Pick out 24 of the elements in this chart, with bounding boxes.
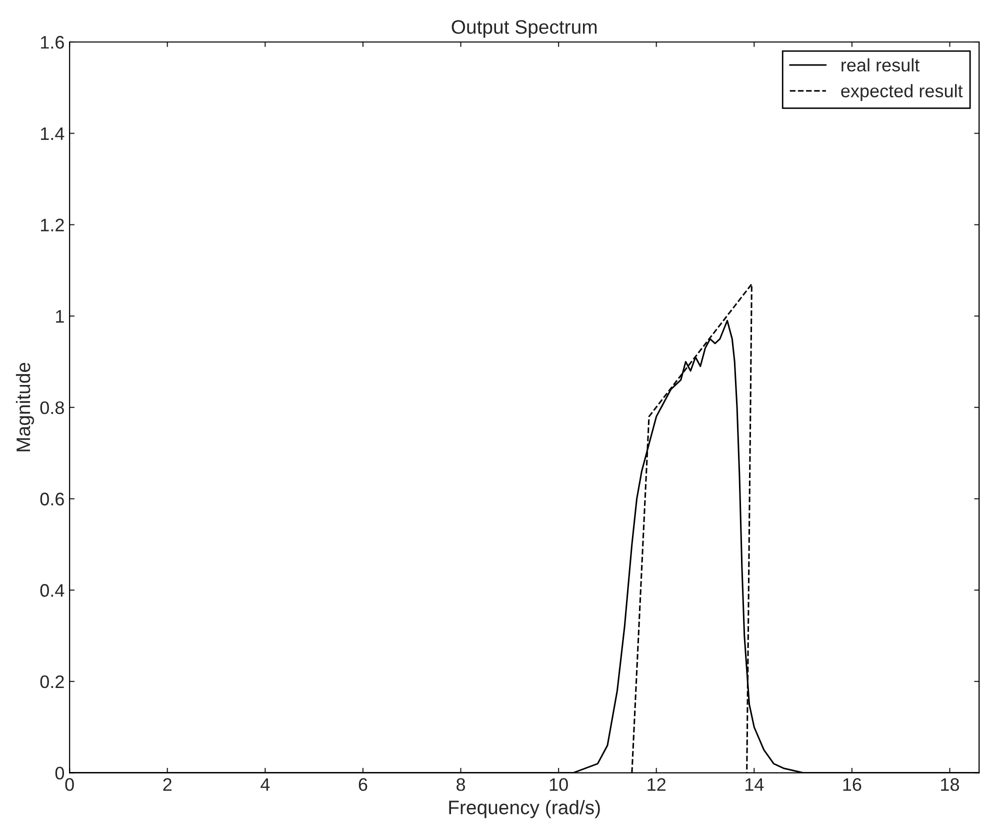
y-tick-label: 0 xyxy=(55,766,64,780)
x-tick-label: 2 xyxy=(163,778,172,791)
x-axis-title: Frequency (rad/s) xyxy=(449,800,600,818)
y-tick-label: 1 xyxy=(56,310,64,323)
y-tick-label: 0.4 xyxy=(40,584,64,597)
y-tick-label: 1.2 xyxy=(41,218,64,232)
x-tick-label: 14 xyxy=(745,778,764,791)
x-tick-label: 0 xyxy=(65,778,74,791)
x-tick-label: 12 xyxy=(648,778,666,791)
y-tick-label: 0.8 xyxy=(40,401,64,414)
x-tick-label: 4 xyxy=(260,778,270,791)
x-tick-label: 16 xyxy=(843,778,862,791)
y-tick-label: 0.6 xyxy=(40,492,64,506)
x-tick-label: 8 xyxy=(456,778,466,791)
chart-title: Output Spectrum xyxy=(452,20,597,38)
y-tick-label: 0.2 xyxy=(40,675,64,688)
x-tick-label: 18 xyxy=(941,778,960,791)
legend-label: real result xyxy=(842,58,920,72)
y-tick-label: 1.4 xyxy=(41,127,64,140)
y-tick-label: 1.6 xyxy=(41,36,64,49)
y-axis-title: Magnitude xyxy=(16,362,34,452)
x-tick-label: 10 xyxy=(550,778,568,791)
legend-label: expected result xyxy=(841,84,963,101)
x-tick-label: 6 xyxy=(358,778,368,791)
